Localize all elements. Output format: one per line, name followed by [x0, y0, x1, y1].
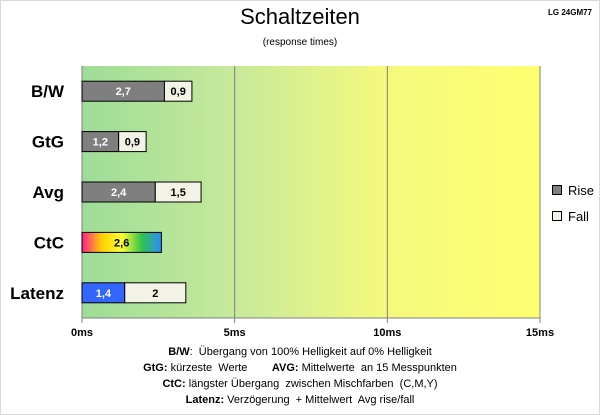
footnote-line: Latenz: Verzögerung + Mittelwert Avg ris…	[0, 392, 600, 408]
footnote-text: Verzögerung + Mittelwert Avg rise/fall	[224, 394, 415, 406]
response-time-chart: 2,7 0,9 1,2 0,9 2,4 1,5 2,6 1,4 2 B/W GtG Avg CtC La…	[10, 66, 554, 339]
x-tick-label: 5ms	[224, 327, 246, 339]
bar-rise	[81, 231, 162, 253]
data-label: 1,2	[93, 137, 108, 149]
legend-swatch-fall	[552, 211, 562, 221]
category-label: CtC	[34, 233, 64, 252]
footnote-line: GtG: kürzeste Werte AVG: Mittelwerte an …	[0, 360, 600, 376]
footnote-term: AVG:	[271, 362, 299, 374]
x-tick-label: 0ms	[71, 327, 93, 339]
legend-swatch-rise	[552, 185, 562, 195]
footnote-term: CtC:	[162, 378, 186, 390]
bar-fall	[163, 80, 193, 102]
footnote-text: längster Übergang zwischen Mischfarben (…	[185, 378, 438, 390]
footnote-term: Latenz:	[185, 394, 225, 406]
legend-item-fall: Fall	[552, 206, 594, 226]
data-label: 2	[152, 288, 158, 300]
chart-title: Schaltzeiten	[240, 4, 360, 29]
footnote-text: Mittelwerte an 15 Messpunkten	[298, 362, 457, 374]
bars: 2,7 0,9 1,2 0,9 2,4 1,5 2,6 1,4 2	[81, 80, 202, 304]
legend-item-rise: Rise	[552, 180, 594, 200]
footnote-text: kürzeste Werte	[167, 362, 272, 374]
bar-fall	[124, 282, 187, 304]
data-label: 0,9	[125, 137, 140, 149]
monitor-model: LG 24GM77	[547, 8, 592, 17]
data-label: 1,5	[171, 187, 186, 199]
category-label: Avg	[33, 183, 65, 202]
x-axis: 0ms 5ms 10ms 15ms	[71, 327, 554, 339]
data-label: 2,6	[114, 237, 129, 249]
data-label: 2,4	[111, 187, 127, 199]
footnote-term: B/W	[168, 346, 190, 358]
data-label: 1,4	[96, 288, 112, 300]
footnote-line: CtC: längster Übergang zwischen Mischfar…	[0, 376, 600, 392]
legend-label-rise: Rise	[568, 182, 595, 198]
footnote-text: : Übergang von 100% Helligkeit auf 0% He…	[189, 346, 432, 358]
footnotes: B/W: Übergang von 100% Helligkeit auf 0%…	[0, 344, 600, 408]
data-label: 2,7	[116, 86, 131, 98]
category-label: B/W	[31, 82, 65, 101]
legend: Rise Fall	[552, 180, 594, 232]
category-label: Latenz	[10, 284, 64, 303]
category-label: GtG	[32, 133, 64, 152]
chart-subtitle: (response times)	[262, 37, 338, 48]
x-tick-label: 15ms	[526, 327, 554, 339]
bar-fall	[154, 181, 202, 203]
category-labels: B/W GtG Avg CtC Latenz	[10, 82, 65, 303]
footnote-term: GtG:	[143, 362, 168, 374]
data-label: 0,9	[171, 86, 186, 98]
bar-fall	[118, 131, 147, 153]
footnote-line: B/W: Übergang von 100% Helligkeit auf 0%…	[0, 344, 600, 360]
legend-label-fall: Fall	[568, 208, 589, 224]
x-tick-label: 10ms	[373, 327, 401, 339]
